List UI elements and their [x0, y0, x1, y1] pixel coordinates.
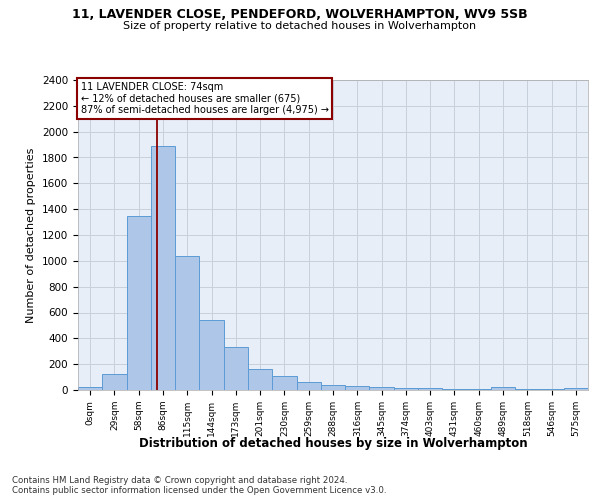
Text: Size of property relative to detached houses in Wolverhampton: Size of property relative to detached ho… [124, 21, 476, 31]
Bar [321, 385, 345, 390]
Bar [175, 256, 199, 390]
Bar [491, 387, 515, 390]
Bar [78, 388, 102, 390]
Y-axis label: Number of detached properties: Number of detached properties [26, 148, 37, 322]
Bar [151, 146, 175, 390]
Bar [370, 387, 394, 390]
Bar [199, 320, 224, 390]
Bar [102, 374, 127, 390]
Bar [127, 216, 151, 390]
Text: Contains public sector information licensed under the Open Government Licence v3: Contains public sector information licen… [12, 486, 386, 495]
Bar [418, 388, 442, 390]
Bar [345, 386, 370, 390]
Bar [442, 389, 467, 390]
Bar [394, 388, 418, 390]
Text: 11 LAVENDER CLOSE: 74sqm
← 12% of detached houses are smaller (675)
87% of semi-: 11 LAVENDER CLOSE: 74sqm ← 12% of detach… [80, 82, 329, 115]
Bar [224, 346, 248, 390]
Text: 11, LAVENDER CLOSE, PENDEFORD, WOLVERHAMPTON, WV9 5SB: 11, LAVENDER CLOSE, PENDEFORD, WOLVERHAM… [72, 8, 528, 20]
Bar [296, 382, 321, 390]
Bar [248, 368, 272, 390]
Bar [564, 388, 588, 390]
Text: Contains HM Land Registry data © Crown copyright and database right 2024.: Contains HM Land Registry data © Crown c… [12, 476, 347, 485]
Text: Distribution of detached houses by size in Wolverhampton: Distribution of detached houses by size … [139, 438, 527, 450]
Bar [272, 376, 296, 390]
